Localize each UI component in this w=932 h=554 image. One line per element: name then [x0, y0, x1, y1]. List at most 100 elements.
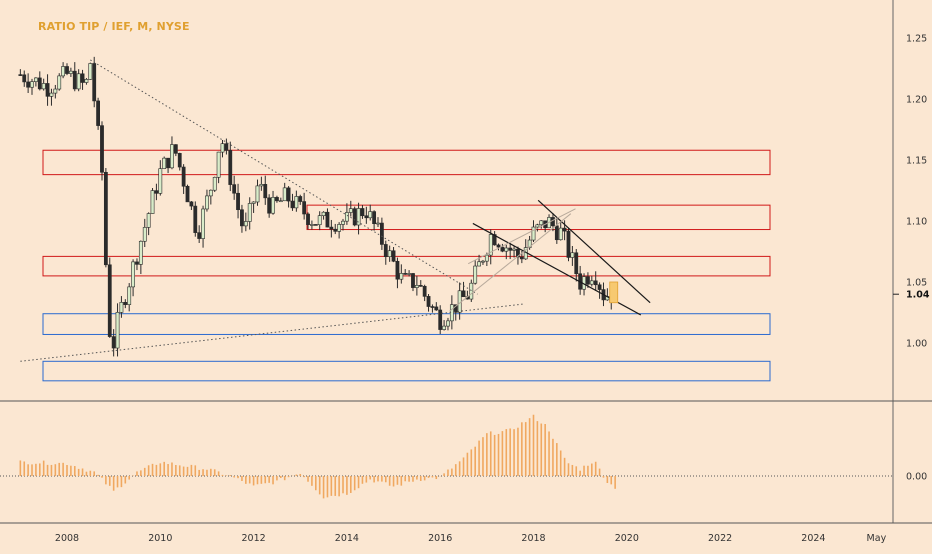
candle-body-124 [500, 246, 505, 252]
candle-body-1 [22, 74, 27, 83]
candle-body-48 [205, 195, 209, 210]
candle-body-129 [519, 256, 524, 260]
candle-body-146 [586, 276, 590, 285]
x-tick-label-9: May [867, 533, 887, 544]
x-tick-label-3: 2014 [335, 533, 359, 544]
candle-body-116 [469, 282, 474, 300]
candle-body-60 [251, 201, 256, 204]
candle-body-108 [438, 309, 443, 330]
candle-body-131 [527, 239, 532, 248]
x-tick-label-4: 2016 [428, 533, 452, 544]
candle-body-10 [57, 75, 62, 90]
candle-body-16 [80, 73, 85, 83]
candle-body-18 [88, 63, 93, 80]
candle-body-65 [271, 197, 275, 214]
candle-body-30 [135, 261, 139, 265]
candle-body-128 [516, 248, 520, 258]
y-tick-label-5: 1.25 [906, 34, 927, 45]
candle-body-149 [597, 284, 602, 290]
y-tick-label-0: 1.00 [906, 339, 927, 350]
support-zone-1 [42, 360, 771, 382]
candle-body-101 [411, 273, 415, 288]
candle-body-88 [360, 208, 365, 217]
candle-body-91 [372, 211, 377, 224]
candle-body-113 [457, 290, 462, 313]
candle-body-82 [337, 224, 342, 232]
candle-body-56 [236, 192, 240, 211]
candle-body-40 [173, 144, 178, 154]
x-tick-label-0: 2008 [55, 533, 79, 544]
candle-body-6 [41, 83, 46, 90]
candle-body-134 [539, 220, 544, 226]
candle-body-0 [18, 74, 23, 76]
candle-body-41 [177, 153, 182, 168]
candle-body-3 [30, 81, 34, 88]
candle-body-59 [247, 203, 252, 222]
candle-body-70 [290, 200, 295, 209]
candle-body-20 [96, 100, 101, 126]
candle-body-22 [103, 171, 108, 266]
candle-body-67 [278, 200, 283, 203]
chart-title: RATIO TIP / IEF, M, NYSE [38, 20, 190, 33]
trendline-5 [467, 208, 576, 265]
candle-body-64 [267, 197, 272, 214]
candle-body-14 [72, 70, 77, 90]
candle-body-110 [446, 320, 450, 327]
candle-body-114 [461, 290, 466, 298]
candle-body-58 [243, 221, 248, 227]
candle-body-42 [181, 166, 186, 187]
candle-body-86 [352, 208, 357, 226]
candle-body-96 [391, 250, 396, 262]
candle-body-27 [123, 302, 128, 305]
osc-y-tick-label-0: 0.00 [906, 472, 927, 483]
candle-body-44 [189, 201, 194, 207]
candle-body-46 [197, 232, 202, 239]
candle-body-15 [76, 73, 81, 90]
candle-body-28 [127, 286, 132, 305]
candle-body-19 [92, 63, 97, 102]
candle-body-12 [65, 66, 69, 74]
candle-body-75 [310, 224, 314, 226]
resistance-zone-0 [42, 149, 771, 176]
candle-body-37 [162, 157, 167, 169]
x-tick-label-5: 2018 [521, 533, 545, 544]
y-tick-label-1: 1.05 [906, 278, 927, 289]
candle-body-138 [554, 225, 559, 241]
candle-body-61 [255, 185, 260, 203]
candle-body-102 [414, 285, 419, 288]
candle-body-121 [488, 234, 493, 256]
candle-body-90 [368, 211, 373, 219]
candle-body-83 [341, 220, 345, 225]
candle-body-4 [33, 77, 38, 82]
support-zone-0 [42, 313, 771, 335]
candle-body-127 [512, 248, 516, 251]
candle-body-79 [325, 211, 330, 228]
candle-body-117 [473, 265, 478, 284]
x-tick-label-7: 2022 [708, 533, 732, 544]
trendline-4 [449, 213, 572, 312]
candle-body-11 [61, 66, 66, 77]
candle-body-139 [558, 227, 563, 241]
candle-body-109 [442, 325, 446, 330]
candle-body-141 [566, 230, 571, 258]
candle-body-73 [302, 201, 307, 215]
candle-body-26 [119, 302, 124, 313]
candle-body-21 [100, 125, 104, 173]
candle-body-143 [574, 252, 579, 275]
candle-body-36 [158, 168, 163, 194]
candle-body-9 [53, 88, 58, 94]
candle-body-52 [220, 143, 225, 153]
y-tick-label-4: 1.20 [906, 95, 927, 106]
candle-body-49 [208, 189, 213, 197]
x-tick-label-2: 2012 [242, 533, 266, 544]
candle-body-125 [504, 247, 509, 252]
candle-body-87 [356, 208, 361, 226]
candle-body-137 [551, 217, 555, 227]
trendline-3 [537, 199, 651, 304]
candle-body-132 [531, 226, 536, 241]
candle-body-85 [348, 208, 353, 213]
candle-body-99 [403, 273, 408, 275]
x-tick-label-8: 2024 [801, 533, 825, 544]
candle-body-122 [492, 234, 497, 246]
